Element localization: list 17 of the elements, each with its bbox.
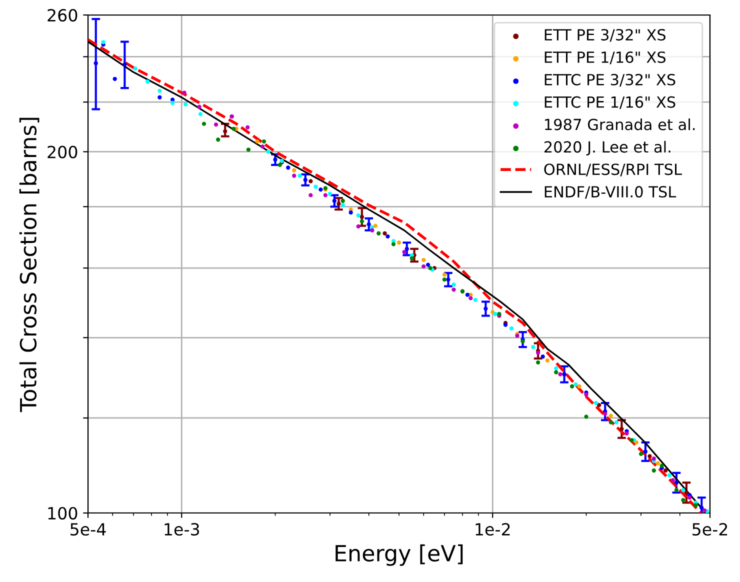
x-tick-label: 5e-4: [70, 523, 106, 536]
y-tick-label: 260: [48, 8, 78, 22]
legend-label: ETTC PE 3/32" XS: [544, 74, 676, 87]
legend-label: ETTC PE 1/16" XS: [544, 96, 676, 110]
y-tick-label: 100: [48, 506, 78, 520]
x-tick-label: 5e-2: [692, 523, 728, 536]
y-axis-title: Total Cross Section [barns]: [19, 118, 40, 412]
x-tick-label: 1e-3: [164, 523, 200, 536]
legend-label: ENDF/B-VIII.0 TSL: [544, 186, 676, 199]
legend-label: 2020 J. Lee et al.: [544, 140, 670, 156]
x-tick-label: 1e-2: [476, 523, 510, 536]
y-tick-label: 200: [48, 146, 78, 158]
legend-label: ETT PE 3/32" XS: [544, 29, 666, 42]
legend-label: ORNL/ESS/RPI TSL: [544, 164, 682, 176]
legend-label: ETT PE 1/16" XS: [544, 51, 666, 64]
legend-label: 1987 Granada et al.: [545, 118, 695, 130]
x-axis-title: Energy [eV]: [336, 544, 463, 566]
